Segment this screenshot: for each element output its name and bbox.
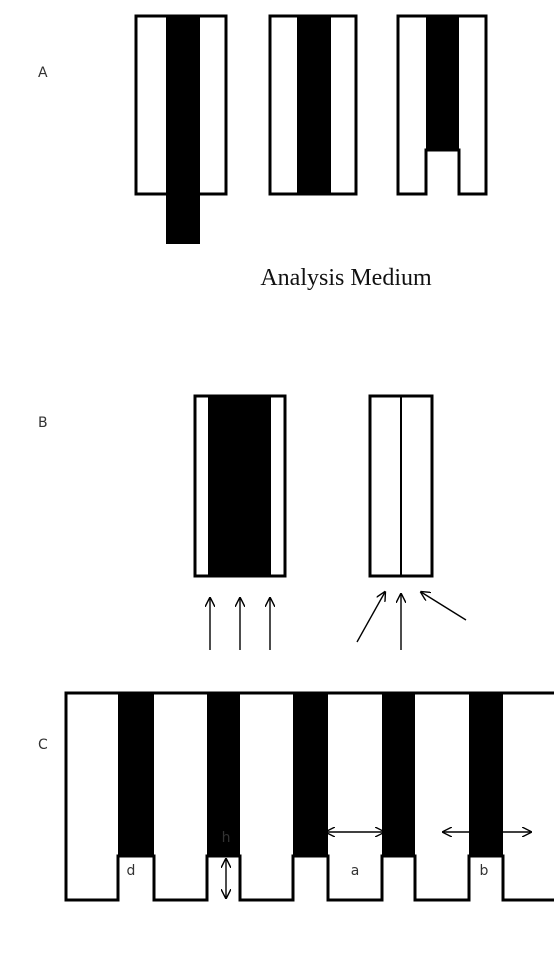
arrow bbox=[356, 592, 385, 643]
dimension-label: h bbox=[222, 830, 231, 846]
panel-label: B bbox=[38, 415, 48, 431]
panel-c: d h a b bbox=[64, 691, 554, 902]
panel-a bbox=[134, 14, 488, 244]
tooth bbox=[382, 693, 415, 856]
core bbox=[426, 16, 459, 150]
dimension-label: a bbox=[351, 863, 360, 879]
dimension-label: d bbox=[127, 863, 136, 879]
panel-b bbox=[193, 394, 467, 650]
panel-label: C bbox=[38, 737, 48, 753]
arrow bbox=[421, 592, 467, 621]
core bbox=[208, 396, 271, 576]
core bbox=[166, 16, 200, 244]
core bbox=[297, 16, 331, 194]
tooth bbox=[207, 693, 240, 856]
caption: Analysis Medium bbox=[260, 265, 432, 291]
tooth bbox=[293, 693, 328, 856]
dimension-label: b bbox=[480, 863, 489, 879]
panel-label: A bbox=[38, 65, 48, 81]
